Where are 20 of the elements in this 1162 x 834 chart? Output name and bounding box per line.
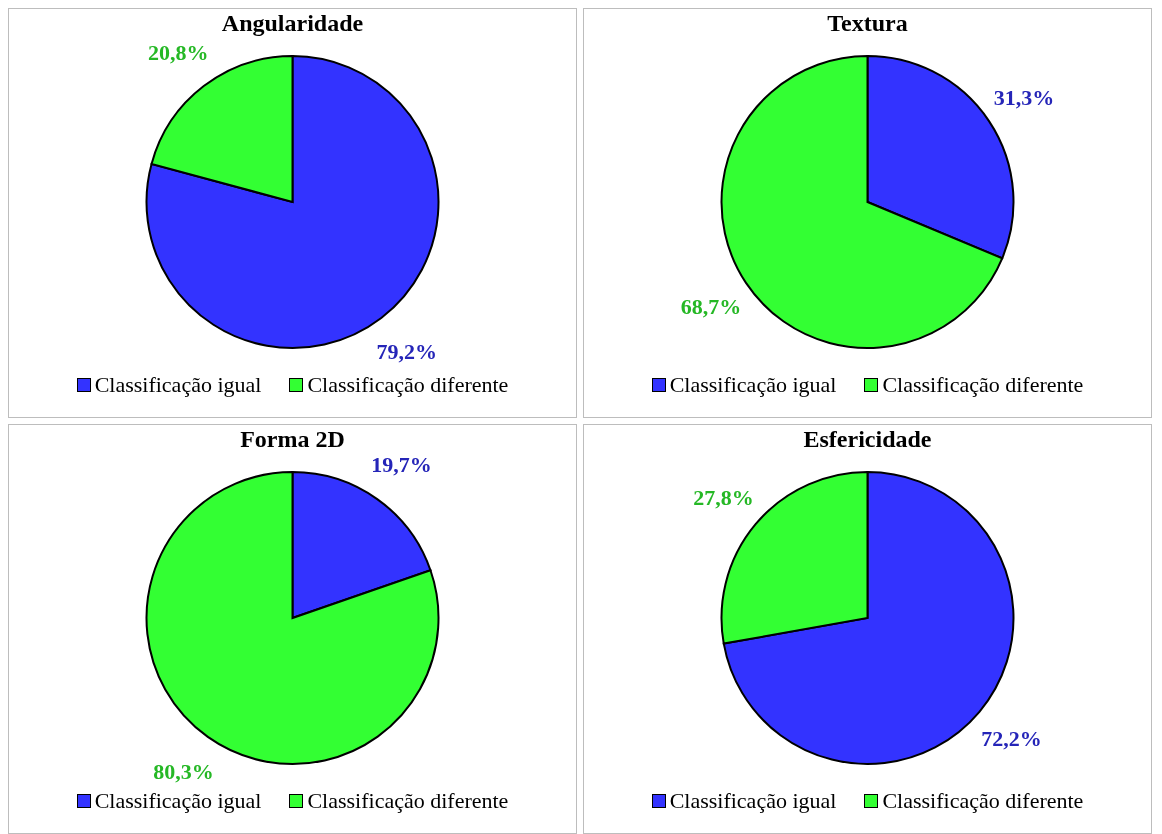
legend-label: Classificação diferente <box>882 788 1084 814</box>
data-label: 20,8% <box>147 40 209 66</box>
legend-label: Classificação diferente <box>307 372 509 398</box>
chart-title: Angularidade <box>221 10 364 36</box>
legend-label: Classificação diferente <box>882 372 1084 398</box>
legend-label: Classificação igual <box>94 788 262 814</box>
chart-title: Forma 2D <box>240 426 345 452</box>
legend-label: Classificação diferente <box>307 788 509 814</box>
data-label: 31,3% <box>993 85 1055 111</box>
legend-label: Classificação igual <box>669 372 837 398</box>
data-label: 72,2% <box>981 726 1042 752</box>
data-label: 80,3% <box>153 758 214 784</box>
data-label: 79,2% <box>376 338 438 364</box>
legend-label: Classificação igual <box>669 788 837 814</box>
chart-title: Esfericidade <box>803 426 932 452</box>
data-label: 68,7% <box>680 293 742 319</box>
legend-label: Classificação igual <box>94 372 262 398</box>
data-label: 19,7% <box>371 452 432 478</box>
data-label: 27,8% <box>693 484 754 510</box>
chart-title: Textura <box>827 10 908 36</box>
